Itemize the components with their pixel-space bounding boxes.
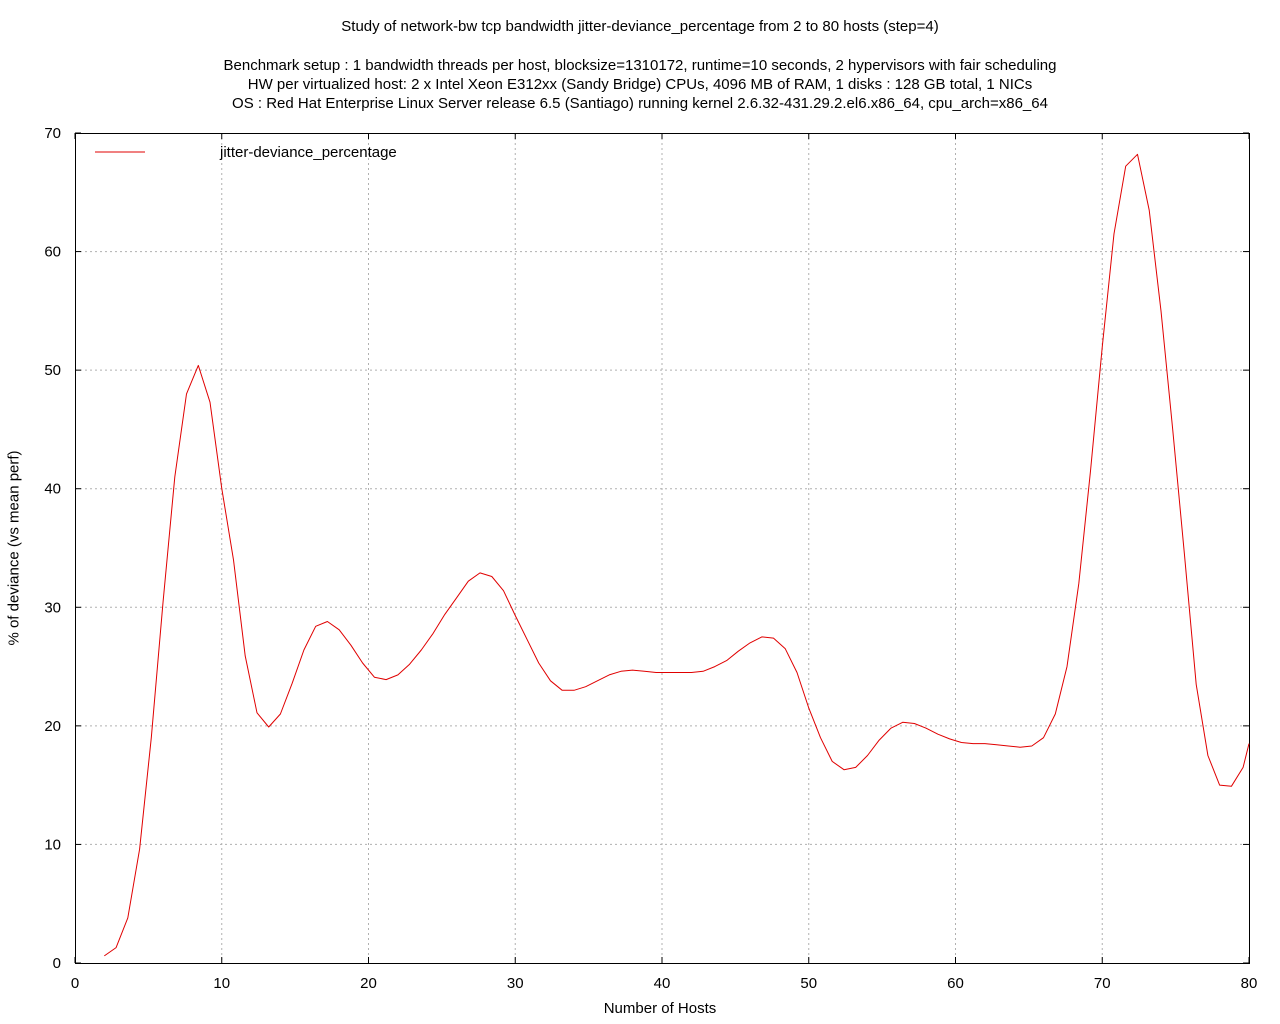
y-tick-label: 40 [44, 481, 61, 498]
legend-label: jitter-deviance_percentage [219, 144, 397, 161]
y-tick-label: 20 [44, 718, 61, 735]
x-tick-label: 10 [213, 975, 230, 992]
x-tick-label: 50 [800, 975, 817, 992]
y-tick-label: 50 [44, 362, 61, 379]
y-tick-label: 10 [44, 836, 61, 853]
y-tick-label: 0 [53, 955, 61, 972]
grid-lines [75, 133, 1249, 963]
x-tick-label: 40 [654, 975, 671, 992]
x-tick-label: 70 [1094, 975, 1111, 992]
y-axis-label: % of deviance (vs mean perf) [5, 450, 23, 646]
y-tick-label: 70 [44, 125, 61, 142]
chart-subtitle-line-2: HW per virtualized host: 2 x Intel Xeon … [247, 76, 1033, 93]
x-tick-label: 30 [507, 975, 524, 992]
x-tick-label: 60 [947, 975, 964, 992]
x-tick-label: 0 [71, 975, 79, 992]
chart-title: Study of network-bw tcp bandwidth jitter… [341, 18, 939, 35]
chart-subtitle-line-1: Benchmark setup : 1 bandwidth threads pe… [223, 57, 1057, 74]
series-layer [104, 153, 1250, 957]
chart-subtitle-line-3: OS : Red Hat Enterprise Linux Server rel… [232, 95, 1048, 112]
x-axis-label: Number of Hosts [603, 1000, 717, 1017]
x-tick-label: 80 [1241, 975, 1258, 992]
series-line [104, 153, 1250, 957]
x-tick-label: 20 [360, 975, 377, 992]
axes: 0 10 20 30 40 50 60 70 80 0 10 20 30 40 50 60 70 [44, 125, 1257, 992]
y-tick-label: 30 [44, 599, 61, 616]
y-tick-label: 60 [44, 244, 61, 261]
legend: jitter-deviance_percentage [95, 144, 397, 161]
